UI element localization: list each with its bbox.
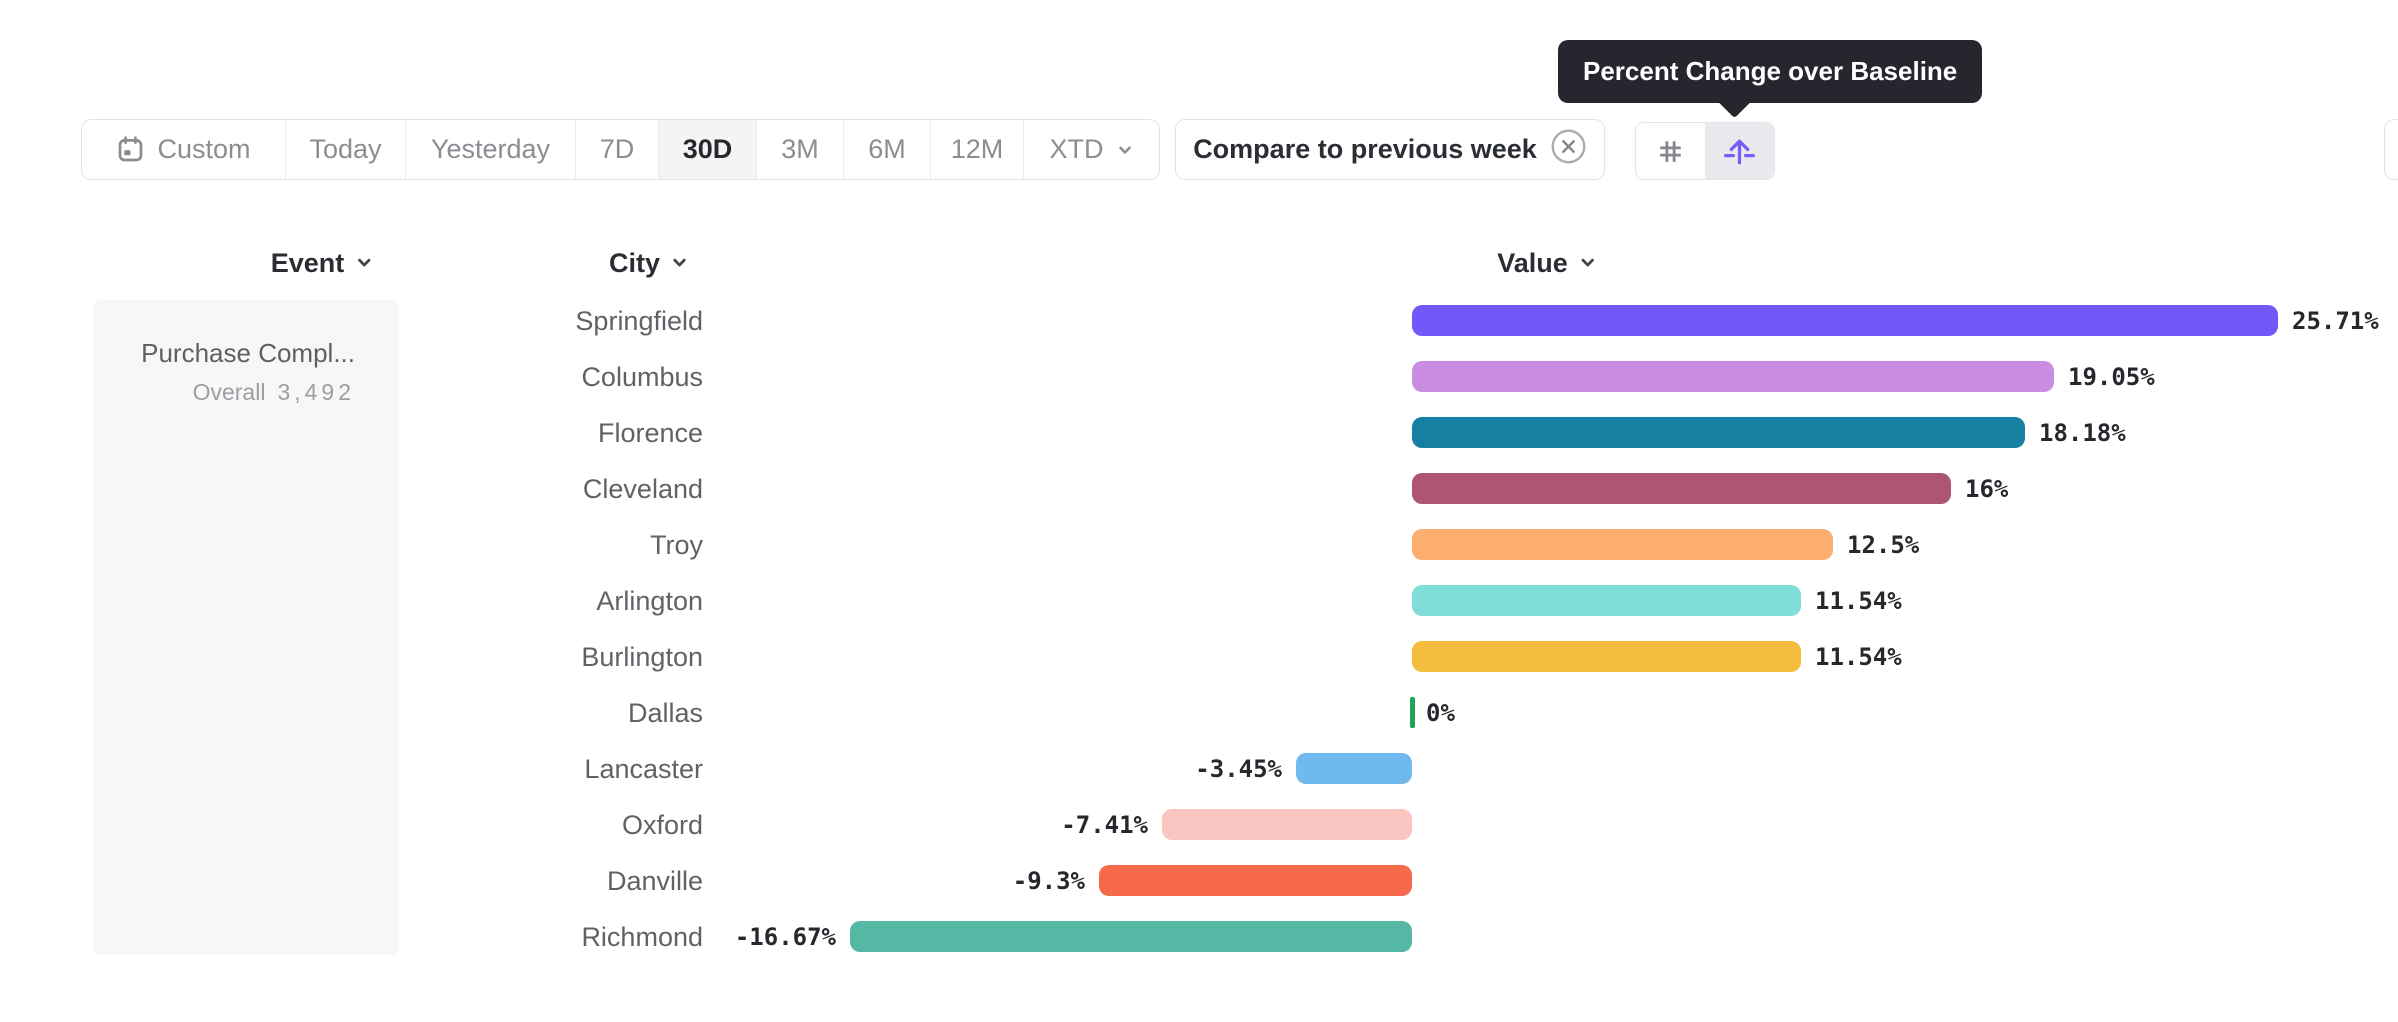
city-label: Danville [606, 866, 703, 896]
chart-row: Burlington 11.54% [0, 629, 2398, 685]
value-bar[interactable] [1412, 305, 2278, 336]
arrow-up-from-baseline-icon [1721, 133, 1758, 170]
value-label: 16% [1965, 475, 2009, 503]
value-label: 25.71% [2292, 307, 2379, 335]
city-label: Springfield [575, 306, 703, 336]
bar-chart: Springfield 25.71% Columbus 19.05% Flore… [0, 293, 2398, 965]
date-range-label: 3M [781, 134, 819, 164]
city-label: Richmond [581, 922, 703, 952]
date-range-selector: Custom Today Yesterday 7D 30D 3M 6M 12M … [81, 119, 1160, 180]
date-range-7d[interactable]: 7D [576, 120, 659, 179]
chevron-down-icon [1116, 141, 1134, 159]
value-label: -9.3% [1012, 867, 1085, 895]
column-header-city-label: City [608, 247, 661, 278]
value-bar[interactable] [1412, 585, 1801, 616]
chart-row: Dallas 0% [0, 685, 2398, 741]
city-label: Arlington [596, 586, 703, 616]
date-range-6m[interactable]: 6M [844, 120, 931, 179]
view-toggle-group [1635, 122, 1775, 180]
value-label: -16.67% [734, 923, 836, 951]
column-header-value-label: Value [1497, 247, 1568, 278]
value-label: 11.54% [1815, 643, 1902, 671]
value-label: -7.41% [1061, 811, 1148, 839]
value-label: 18.18% [2039, 419, 2126, 447]
city-label: Oxford [621, 810, 703, 840]
overall-value: 3,492 [277, 379, 355, 405]
date-range-3m[interactable]: 3M [757, 120, 844, 179]
chevron-down-icon [670, 248, 689, 279]
value-bar[interactable] [1412, 361, 2054, 392]
value-label: -3.45% [1195, 755, 1282, 783]
city-label: Florence [597, 418, 703, 448]
city-label: Troy [650, 530, 703, 560]
date-range-label: 30D [682, 134, 733, 164]
event-name: Purchase Compl... [141, 338, 355, 368]
column-header-city[interactable]: City [609, 248, 689, 278]
chart-row: Columbus 19.05% [0, 349, 2398, 405]
date-range-30d[interactable]: 30D [659, 120, 757, 179]
date-range-today[interactable]: Today [286, 120, 406, 179]
value-bar[interactable] [1296, 753, 1412, 784]
event-overall: Overall 3,492 [93, 379, 355, 406]
value-label: 19.05% [2068, 363, 2155, 391]
event-panel[interactable]: Purchase Compl... Overall 3,492 [93, 300, 399, 955]
x-circle-icon[interactable] [1550, 128, 1587, 172]
date-range-label: Yesterday [430, 134, 551, 164]
partial-button-right-edge[interactable] [2384, 119, 2398, 180]
date-range-custom[interactable]: Custom [82, 120, 286, 179]
tooltip-percent-change: Percent Change over Baseline [1558, 40, 1983, 103]
compare-chip-label: Compare to previous week [1193, 134, 1537, 164]
toggle-percent-change-over-baseline[interactable] [1705, 123, 1774, 179]
column-header-event[interactable]: Event [271, 248, 374, 278]
chart-row: Lancaster -3.45% [0, 741, 2398, 797]
city-label: Burlington [581, 642, 703, 672]
value-bar[interactable] [1162, 809, 1412, 840]
value-bar[interactable] [1412, 529, 1833, 560]
value-bar[interactable] [1412, 641, 1801, 672]
value-label: 12.5% [1847, 531, 1920, 559]
value-bar[interactable] [1410, 697, 1415, 728]
chart-row: Florence 18.18% [0, 405, 2398, 461]
compare-chip[interactable]: Compare to previous week [1175, 119, 1605, 180]
date-range-label: XTD [1049, 134, 1104, 164]
date-range-label: 12M [950, 134, 1004, 164]
date-range-label: Custom [157, 134, 251, 164]
chart-row: Richmond -16.67% [0, 909, 2398, 965]
value-bar[interactable] [1099, 865, 1412, 896]
hash-icon [1654, 135, 1687, 168]
city-label: Dallas [627, 698, 703, 728]
column-header-value[interactable]: Value [1497, 248, 1597, 278]
date-range-label: 7D [599, 134, 635, 164]
calendar-icon [116, 135, 145, 164]
date-range-12m[interactable]: 12M [931, 120, 1024, 179]
city-label: Columbus [581, 362, 703, 392]
chart-row: Oxford -7.41% [0, 797, 2398, 853]
overall-label: Overall [192, 379, 266, 405]
city-label: Cleveland [582, 474, 703, 504]
chart-row: Danville -9.3% [0, 853, 2398, 909]
chevron-down-icon [354, 248, 373, 279]
chart-row: Troy 12.5% [0, 517, 2398, 573]
date-range-yesterday[interactable]: Yesterday [406, 120, 576, 179]
value-bar[interactable] [1412, 417, 2025, 448]
date-range-label: 6M [868, 134, 906, 164]
chart-row: Springfield 25.71% [0, 293, 2398, 349]
value-bar[interactable] [850, 921, 1412, 952]
toggle-absolute-numbers[interactable] [1636, 123, 1705, 179]
value-bar[interactable] [1412, 473, 1951, 504]
chart-row: Arlington 11.54% [0, 573, 2398, 629]
value-label: 0% [1426, 699, 1455, 727]
city-label: Lancaster [584, 754, 703, 784]
chart-row: Cleveland 16% [0, 461, 2398, 517]
chevron-down-icon [1578, 248, 1597, 279]
date-range-xtd[interactable]: XTD [1024, 120, 1159, 179]
column-header-event-label: Event [270, 247, 345, 278]
value-label: 11.54% [1815, 587, 1902, 615]
date-range-label: Today [309, 134, 382, 164]
